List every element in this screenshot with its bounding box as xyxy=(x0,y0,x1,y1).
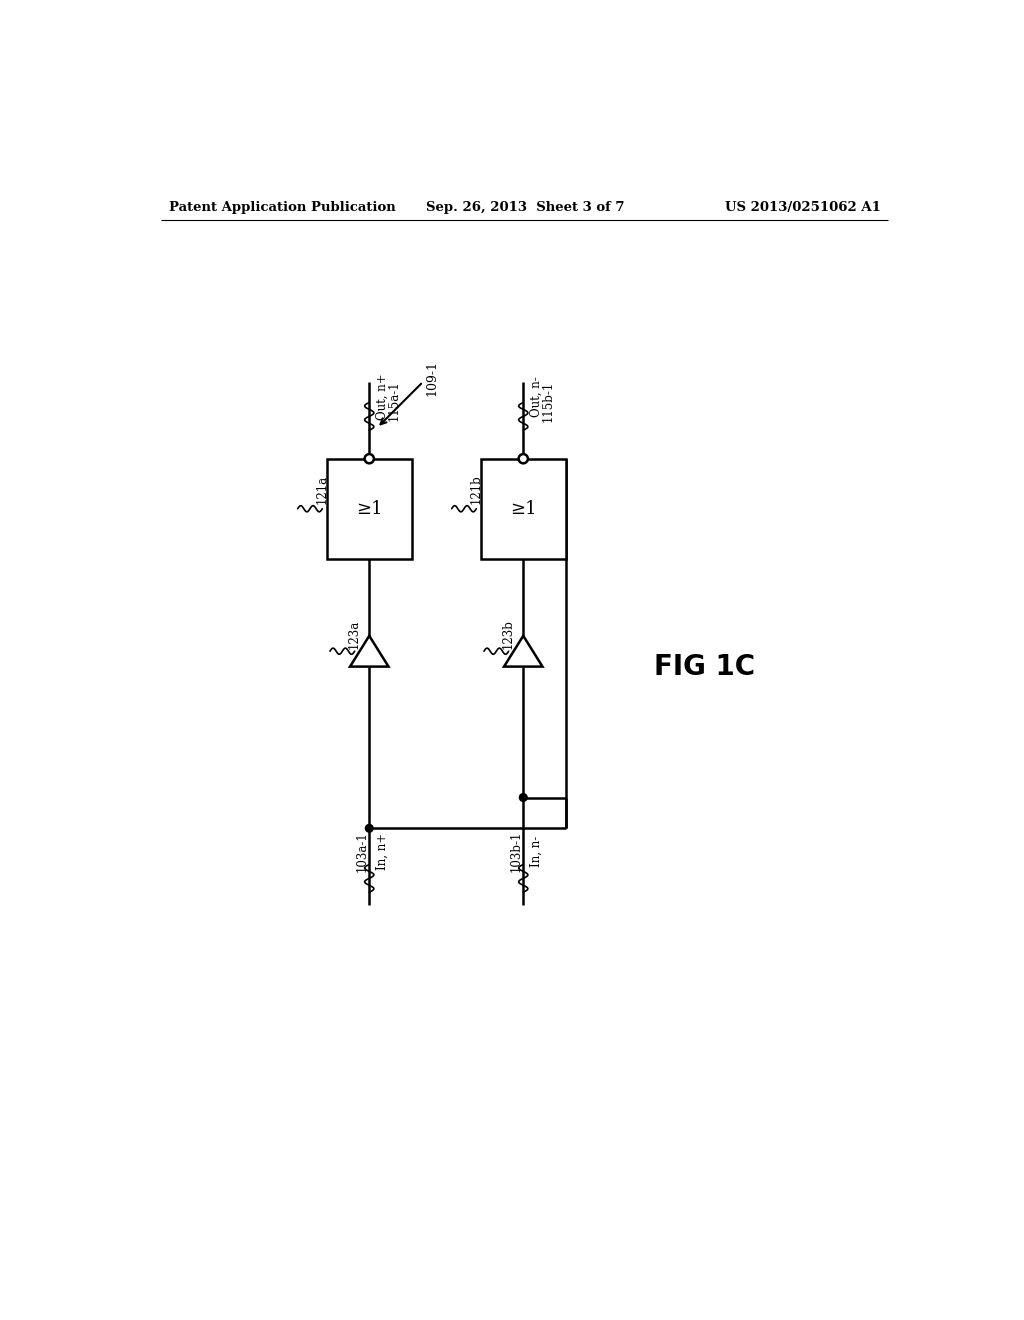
Circle shape xyxy=(366,825,373,832)
Text: 115b-1: 115b-1 xyxy=(542,380,555,421)
Text: ≥1: ≥1 xyxy=(510,500,537,517)
Text: 123b: 123b xyxy=(502,619,515,649)
Text: ≥1: ≥1 xyxy=(356,500,383,517)
Circle shape xyxy=(365,454,374,463)
Text: Patent Application Publication: Patent Application Publication xyxy=(169,201,396,214)
Text: US 2013/0251062 A1: US 2013/0251062 A1 xyxy=(725,201,881,214)
Circle shape xyxy=(519,793,527,801)
Text: 121b: 121b xyxy=(469,475,482,504)
Text: In, n+: In, n+ xyxy=(376,833,388,870)
Text: 103a-1: 103a-1 xyxy=(355,832,369,871)
Text: 115a-1: 115a-1 xyxy=(388,380,400,421)
Text: Sep. 26, 2013  Sheet 3 of 7: Sep. 26, 2013 Sheet 3 of 7 xyxy=(426,201,624,214)
Text: Out, n-: Out, n- xyxy=(529,376,543,417)
Text: 121a: 121a xyxy=(315,475,329,504)
Text: FIG 1C: FIG 1C xyxy=(654,652,756,681)
Circle shape xyxy=(518,454,528,463)
Text: 123a: 123a xyxy=(348,619,360,649)
Bar xyxy=(327,459,412,558)
Bar xyxy=(481,459,565,558)
Text: 103b-1: 103b-1 xyxy=(509,830,522,873)
Text: Out, n+: Out, n+ xyxy=(376,374,388,420)
Text: 109-1: 109-1 xyxy=(425,360,438,396)
Text: In, n-: In, n- xyxy=(529,836,543,867)
